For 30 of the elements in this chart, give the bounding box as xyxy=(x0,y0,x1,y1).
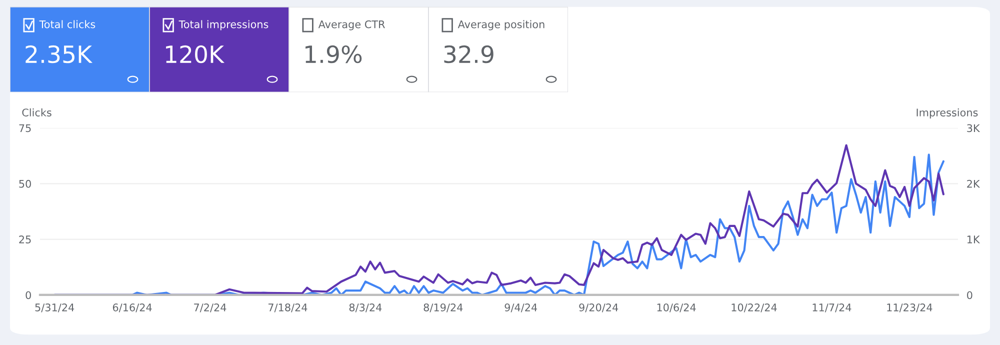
x-tick-label: 7/2/24 xyxy=(194,303,226,312)
x-tick-label: 11/7/24 xyxy=(812,303,852,312)
x-tick-label: 8/3/24 xyxy=(349,303,382,312)
y2-tick-label: 2K xyxy=(967,180,980,188)
x-tick-label: 9/4/24 xyxy=(504,303,538,312)
x-tick-label: 11/23/24 xyxy=(887,303,932,312)
y-tick-label: 75 xyxy=(19,124,31,132)
x-tick-label: 6/16/24 xyxy=(112,303,152,312)
y-tick-label: 50 xyxy=(19,180,31,188)
text: Total impressions xyxy=(178,20,268,30)
y-tick-label: 0 xyxy=(26,291,31,300)
text: Average CTR xyxy=(318,20,385,30)
text: 1.9% xyxy=(306,45,362,64)
x-tick-label: 9/20/24 xyxy=(579,303,618,312)
text: Total clicks xyxy=(39,20,96,28)
x-tick-label: 8/19/24 xyxy=(424,303,463,312)
text: 120K xyxy=(166,45,224,64)
text: Average position xyxy=(458,20,544,30)
y-axis-title: Clicks xyxy=(22,108,52,116)
text: 2.35K xyxy=(26,45,92,64)
text: 32.9 xyxy=(444,45,494,64)
y-tick-label: 25 xyxy=(19,236,31,244)
x-tick-label: 5/31/24 xyxy=(35,303,74,312)
x-tick-label: 10/6/24 xyxy=(657,303,696,312)
x-tick-label: 7/18/24 xyxy=(268,303,308,312)
y2-tick-label: 1K xyxy=(967,236,980,244)
y2-tick-label: 0 xyxy=(967,291,972,300)
x-tick-label: 10/22/24 xyxy=(732,303,777,312)
y2-tick-label: 3K xyxy=(967,124,980,132)
y2-axis-title: Impressions xyxy=(916,108,978,118)
